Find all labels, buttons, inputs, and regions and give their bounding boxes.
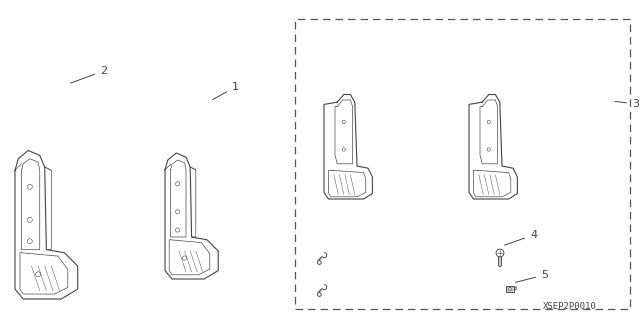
Bar [506, 286, 514, 292]
Text: 3: 3 [615, 99, 639, 109]
Text: 2: 2 [70, 66, 107, 83]
Text: 5: 5 [516, 270, 548, 282]
Text: XSEP2P0010: XSEP2P0010 [543, 302, 597, 311]
Text: 1: 1 [212, 82, 239, 100]
Bar [507, 287, 513, 291]
Bar [295, 19, 630, 309]
Text: 4: 4 [504, 230, 537, 245]
